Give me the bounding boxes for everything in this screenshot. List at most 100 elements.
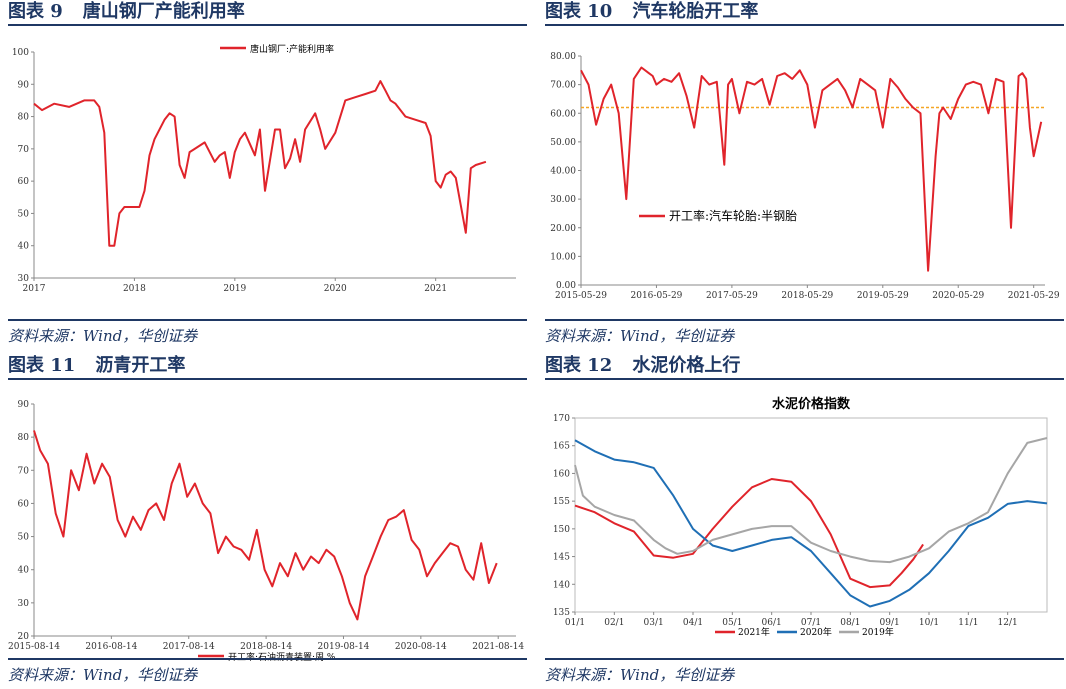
y-tick-label: 60 xyxy=(18,177,30,187)
x-tick-label: 01/1 xyxy=(565,618,585,628)
x-tick-label: 2020-05-29 xyxy=(932,291,984,301)
y-tick-label: 80 xyxy=(18,113,30,123)
chart-tire-operating-rate: 0.00 10.00 20.00 30.00 40.00 50.00 60.00 70.00 8… xyxy=(550,52,1060,301)
y-tick-label: 100 xyxy=(12,48,29,58)
panel-title: 图表 11 沥青开工率 xyxy=(8,354,527,380)
y-tick-label: 150 xyxy=(553,525,570,535)
legend-label: 2019年 xyxy=(862,626,894,638)
y-tick-label: 30 xyxy=(18,599,30,609)
x-tick-label: 2018-05-29 xyxy=(781,291,833,301)
figure-number: 图表 9 xyxy=(8,1,63,22)
y-tick-label: 40 xyxy=(18,242,30,252)
y-tick-label: 40 xyxy=(18,566,30,576)
x-tick-label: 2021-08-14 xyxy=(472,642,524,652)
source-note: 资料来源：Wind，华创证券 xyxy=(8,658,527,684)
chart-tangshan-steel: 30 40 50 60 70 80 90 100 2017 2018 2019 2020 2021 唐山钢… xyxy=(12,43,516,294)
x-tick-label: 10/1 xyxy=(919,618,939,628)
source-note: 资料来源：Wind，华创证券 xyxy=(8,319,527,345)
y-tick-label: 30.00 xyxy=(550,195,576,205)
y-tick-label: 10.00 xyxy=(550,252,576,262)
figure-number: 图表 11 xyxy=(8,355,76,376)
x-tick-label: 04/1 xyxy=(683,618,703,628)
y-tick-label: 80.00 xyxy=(550,52,576,62)
figure-number: 图表 12 xyxy=(545,355,613,376)
y-tick-label: 90 xyxy=(18,80,30,90)
panel-title: 图表 9 唐山钢厂产能利用率 xyxy=(8,0,527,26)
y-tick-label: 60 xyxy=(18,499,30,509)
y-tick-label: 50.00 xyxy=(550,138,576,148)
panel-fig10: 图表 10 汽车轮胎开工率 0.00 10.00 20.00 30.00 40.00 50.… xyxy=(545,0,1064,345)
series-line xyxy=(574,478,924,589)
y-tick-label: 60.00 xyxy=(550,109,576,119)
y-tick-label: 145 xyxy=(553,553,570,563)
legend-label: 开工率:石油沥青装置:周 % xyxy=(228,651,336,663)
x-tick-label: 08/1 xyxy=(840,618,860,628)
chart-title: 水泥价格指数 xyxy=(772,396,851,412)
series-line xyxy=(33,430,498,621)
series-line xyxy=(574,437,1048,564)
x-tick-label: 2019-08-14 xyxy=(318,642,370,652)
legend-label: 唐山钢厂:产能利用率 xyxy=(250,43,334,55)
x-tick-label: 2018 xyxy=(123,284,146,294)
y-tick-label: 140 xyxy=(553,580,570,590)
x-tick-label: 06/1 xyxy=(762,618,782,628)
series-line xyxy=(574,439,1048,608)
panel-title: 图表 12 水泥价格上行 xyxy=(545,354,1064,380)
panel-title: 图表 10 汽车轮胎开工率 xyxy=(545,0,1064,26)
panel-fig12: 图表 12 水泥价格上行 135 140 145 150 155 160 165 170 01/1… xyxy=(545,354,1064,689)
y-tick-label: 170 xyxy=(553,414,570,424)
x-tick-label: 2019 xyxy=(223,284,246,294)
y-tick-label: 90 xyxy=(18,400,30,410)
series-line xyxy=(33,80,487,247)
y-tick-label: 70 xyxy=(18,145,30,155)
figure-number: 图表 10 xyxy=(545,1,613,22)
y-tick-label: 0.00 xyxy=(556,281,576,291)
x-tick-label: 2021 xyxy=(424,284,447,294)
x-tick-label: 05/1 xyxy=(722,618,742,628)
series-line xyxy=(580,66,1043,272)
x-tick-label: 2017 xyxy=(23,284,46,294)
y-tick-label: 165 xyxy=(553,442,570,452)
chart-asphalt-operating-rate: 20 30 40 50 60 70 80 90 2015-08-14 2016-08-14 2017… xyxy=(8,400,524,663)
source-note: 资料来源：Wind，华创证券 xyxy=(545,658,1064,684)
x-tick-label: 02/1 xyxy=(604,618,624,628)
y-tick-label: 70 xyxy=(18,466,30,476)
x-tick-label: 11/1 xyxy=(958,618,978,628)
y-tick-label: 20 xyxy=(18,632,30,642)
y-tick-label: 155 xyxy=(553,497,570,507)
x-tick-label: 2021-05-29 xyxy=(1008,291,1060,301)
panel-fig9: 图表 9 唐山钢厂产能利用率 30 40 50 60 70 80 90 100 2017 2018 2… xyxy=(8,0,527,345)
x-tick-label: 2017-08-14 xyxy=(163,642,215,652)
y-tick-label: 70.00 xyxy=(550,81,576,91)
x-tick-label: 2019-05-29 xyxy=(857,291,909,301)
x-tick-label: 07/1 xyxy=(801,618,821,628)
y-tick-label: 50 xyxy=(18,533,30,543)
plot-border xyxy=(574,417,1048,613)
y-tick-label: 80 xyxy=(18,433,30,443)
y-tick-label: 135 xyxy=(553,608,570,618)
legend-label: 2021年 xyxy=(738,626,770,638)
x-tick-label: 2017-05-29 xyxy=(706,291,758,301)
y-tick-label: 50 xyxy=(18,209,30,219)
y-tick-label: 20.00 xyxy=(550,224,576,234)
x-tick-label: 2015-05-29 xyxy=(555,291,607,301)
y-tick-label: 40.00 xyxy=(550,167,576,177)
x-tick-label: 2018-08-14 xyxy=(240,642,292,652)
x-tick-label: 2020 xyxy=(324,284,347,294)
figure-title: 汽车轮胎开工率 xyxy=(632,1,759,22)
panel-fig11: 图表 11 沥青开工率 20 30 40 50 60 70 80 90 2015-08-14 201… xyxy=(8,354,527,689)
source-note: 资料来源：Wind，华创证券 xyxy=(545,319,1064,345)
x-tick-label: 2015-08-14 xyxy=(8,642,60,652)
chart-cement-price-index: 135 140 145 150 155 160 165 170 01/1 02/1 03/1 04/1… xyxy=(553,396,1048,638)
legend-label: 开工率:汽车轮胎:半钢胎 xyxy=(669,208,797,223)
figure-title: 沥青开工率 xyxy=(95,355,186,376)
figure-title: 水泥价格上行 xyxy=(632,355,741,376)
x-tick-label: 12/1 xyxy=(998,618,1018,628)
y-tick-label: 30 xyxy=(18,274,30,284)
x-tick-label: 09/1 xyxy=(880,618,900,628)
x-tick-label: 03/1 xyxy=(644,618,664,628)
x-tick-label: 2016-05-29 xyxy=(631,291,683,301)
x-tick-label: 2020-08-14 xyxy=(395,642,447,652)
figure-title: 唐山钢厂产能利用率 xyxy=(82,1,245,22)
y-tick-label: 160 xyxy=(553,469,570,479)
